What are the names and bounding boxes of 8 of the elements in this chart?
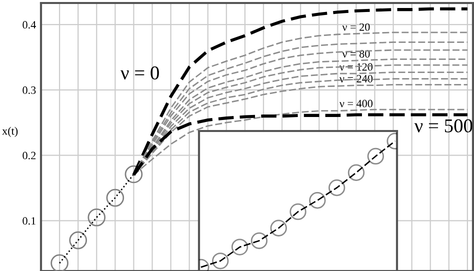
- y-tick-label: 0.4: [22, 21, 36, 29]
- series-label: ν = 0: [120, 66, 159, 80]
- y-tick-label: 0.2: [22, 152, 36, 160]
- y-tick-label: 0.3: [22, 86, 36, 94]
- series-label: ν = 20: [342, 23, 370, 31]
- y-axis-title: x(t): [2, 126, 18, 137]
- y-tick-label: 0.1: [22, 217, 36, 225]
- series-label: ν = 400: [339, 100, 373, 108]
